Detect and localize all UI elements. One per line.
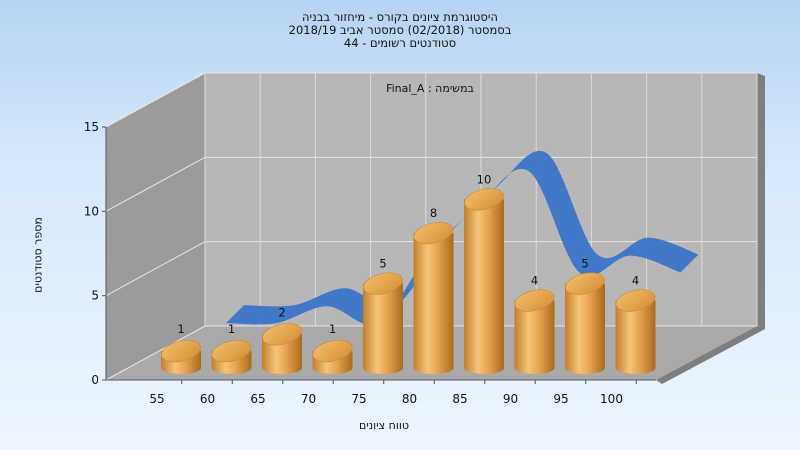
grid-line-side [105, 241, 206, 297]
bar-top [312, 339, 353, 363]
side-wall [106, 73, 205, 380]
trend-ribbon-shape [226, 150, 699, 325]
x-tick-label: 100 [600, 392, 623, 406]
bar [464, 199, 504, 374]
bar-value-label: 5 [581, 257, 588, 271]
grid-line-side [105, 325, 206, 381]
x-tick-label: 90 [503, 392, 518, 406]
y-axis-title: מספר סטודנטים [31, 217, 45, 293]
y-tick-label: 0 [91, 373, 99, 387]
x-tick-label: 95 [553, 392, 568, 406]
bar-value-label: 5 [379, 257, 386, 271]
chart-title-block: היסטוגרמת ציונים בקורס - מיחזור בבניה בס… [0, 11, 800, 50]
grid-line-side [105, 156, 206, 212]
bar-top [211, 339, 252, 363]
bars-group: 1 1 2 1 5 8 10 4 5 4 [161, 172, 656, 374]
bar-value-label: 10 [477, 172, 492, 186]
bar-value-label: 1 [329, 322, 336, 336]
bar-top [464, 188, 504, 211]
x-tick-label: 75 [351, 392, 366, 406]
bar-top [262, 323, 302, 346]
bar-top [413, 221, 454, 245]
trend-ribbon [226, 150, 699, 325]
chart-title-line-3: סטודנטים רשומים - 44 [343, 36, 457, 50]
bar [565, 283, 605, 374]
bar [615, 300, 656, 374]
x-tick-label: 65 [250, 392, 265, 406]
bar-top [514, 289, 555, 312]
bar-top [363, 272, 403, 295]
floor-edge [656, 326, 765, 384]
back-wall-edge [757, 73, 765, 329]
bar-value-label: 1 [228, 322, 235, 336]
bar-value-label: 8 [430, 206, 437, 220]
bar [413, 233, 454, 374]
chart-subtitle: במשימה : Final_A [386, 82, 474, 95]
chart-title-line-1: היסטוגרמת ציונים בקורס - מיחזור בבניה [302, 10, 498, 24]
bar [363, 283, 403, 374]
bar [514, 300, 555, 374]
y-tick-label: 5 [91, 289, 99, 303]
x-tick-label: 55 [149, 392, 164, 406]
x-tick-label: 85 [452, 392, 467, 406]
bar-top [615, 289, 656, 312]
y-tick-label: 10 [84, 204, 99, 218]
chart-title-line-2: בסמסטר (02/2018) סמסטר אביב 2018/19 [288, 23, 512, 37]
bar-top [565, 272, 605, 295]
x-axis-title: טווח ציונים [359, 419, 409, 432]
bar-value-label: 2 [278, 305, 285, 319]
bar-value-label: 4 [531, 274, 538, 288]
bar-top [161, 339, 201, 363]
y-tick-label: 15 [84, 120, 99, 134]
x-tick-label: 70 [301, 392, 316, 406]
bar-value-label: 4 [632, 274, 639, 288]
x-tick-label: 60 [200, 392, 215, 406]
bar-value-label: 1 [177, 322, 184, 336]
grid-line-side [105, 72, 206, 128]
x-tick-label: 80 [402, 392, 417, 406]
